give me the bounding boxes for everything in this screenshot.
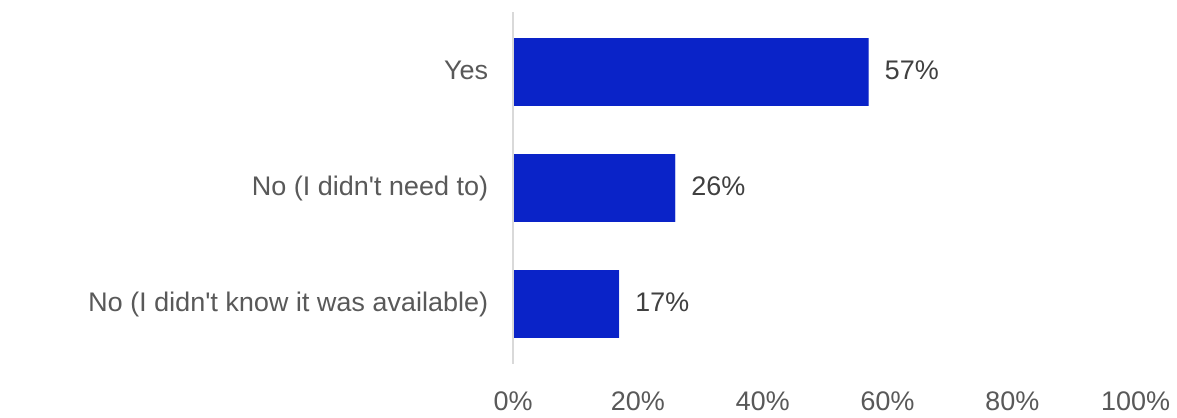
- x-tick-label-2: 40%: [736, 386, 790, 416]
- data-label-0: 57%: [885, 55, 939, 85]
- bar-1: [514, 154, 676, 222]
- bar-0: [514, 38, 869, 106]
- bar-2: [514, 270, 620, 338]
- x-tick-label-5: 100%: [1101, 386, 1170, 416]
- x-tick-label-3: 60%: [860, 386, 914, 416]
- x-tick-label-4: 80%: [985, 386, 1039, 416]
- bars-group: [514, 38, 869, 338]
- x-tick-label-0: 0%: [493, 386, 532, 416]
- data-label-2: 17%: [635, 287, 689, 317]
- data-label-1: 26%: [691, 171, 745, 201]
- data-labels-group: 57% 26% 17%: [635, 55, 939, 317]
- category-label-1: No (I didn't need to): [252, 171, 488, 201]
- x-tick-label-1: 20%: [611, 386, 665, 416]
- x-tick-labels-group: 0% 20% 40% 60% 80% 100%: [493, 386, 1170, 416]
- category-label-0: Yes: [444, 55, 488, 85]
- category-label-2: No (I didn't know it was available): [88, 287, 488, 317]
- category-labels-group: Yes No (I didn't need to) No (I didn't kno…: [88, 55, 488, 317]
